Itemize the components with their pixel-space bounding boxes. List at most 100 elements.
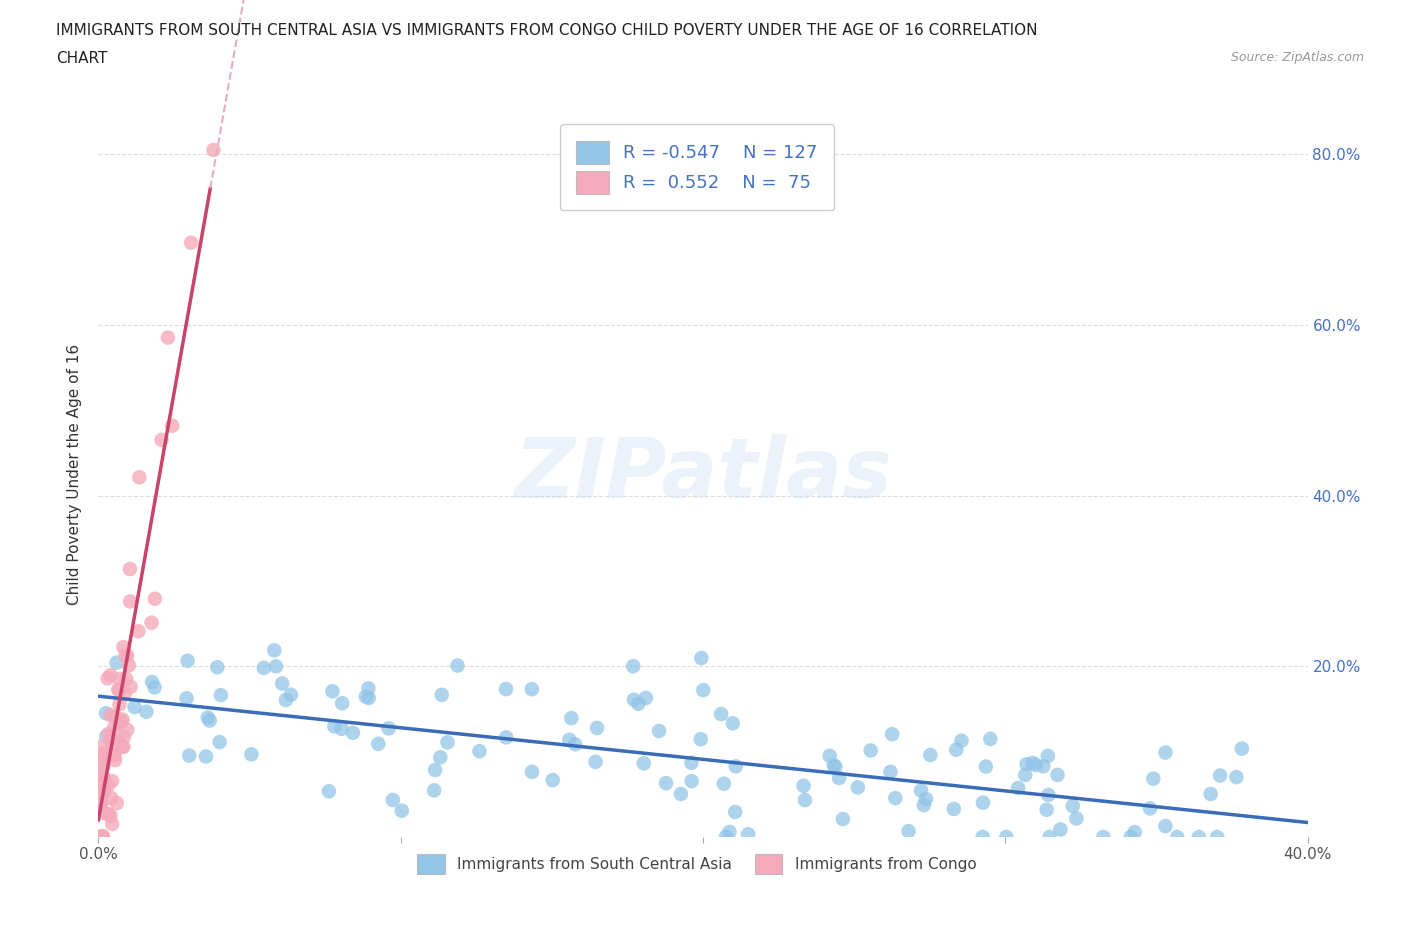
Point: [93, 805, 115, 820]
Point: [93, 786, 115, 801]
Point: [105, 656, 128, 671]
Point: [724, 759, 747, 774]
Point: [280, 687, 302, 702]
Point: [621, 658, 644, 673]
Point: [669, 787, 692, 802]
Point: [1021, 755, 1043, 770]
Point: [90, 796, 112, 811]
Point: [942, 802, 965, 817]
Point: [330, 722, 353, 737]
Point: [945, 742, 967, 757]
Point: [824, 759, 846, 774]
Point: [176, 653, 198, 668]
Point: [995, 830, 1018, 844]
Point: [724, 804, 747, 819]
Point: [381, 792, 404, 807]
Point: [377, 721, 399, 736]
Point: [274, 693, 297, 708]
Point: [1025, 758, 1047, 773]
Point: [97, 807, 120, 822]
Point: [912, 798, 935, 813]
Point: [586, 721, 609, 736]
Point: [93, 759, 115, 774]
Point: [915, 791, 938, 806]
Point: [367, 737, 389, 751]
Point: [118, 562, 141, 577]
Point: [141, 674, 163, 689]
Point: [118, 658, 141, 672]
Point: [100, 790, 122, 805]
Point: [1038, 788, 1060, 803]
Point: [1199, 787, 1222, 802]
Point: [90, 795, 112, 810]
Point: [90, 764, 112, 778]
Point: [634, 690, 657, 705]
Point: [541, 773, 564, 788]
Point: [1230, 741, 1253, 756]
Point: [97, 778, 120, 793]
Point: [828, 770, 851, 785]
Point: [391, 804, 413, 818]
Point: [90, 764, 112, 778]
Point: [321, 684, 343, 698]
Point: [112, 730, 135, 745]
Point: [97, 671, 120, 685]
Point: [89, 775, 111, 790]
Point: [897, 824, 920, 839]
Point: [1032, 759, 1054, 774]
Point: [128, 470, 150, 485]
Point: [1119, 830, 1142, 844]
Point: [91, 746, 114, 761]
Point: [560, 711, 582, 725]
Point: [430, 687, 453, 702]
Point: [108, 734, 131, 749]
Point: [103, 720, 125, 735]
Point: [690, 651, 713, 666]
Point: [859, 743, 882, 758]
Point: [104, 752, 127, 767]
Point: [194, 749, 217, 764]
Text: CHART: CHART: [56, 51, 108, 66]
Point: [202, 142, 225, 157]
Point: [240, 747, 263, 762]
Point: [1206, 830, 1229, 844]
Point: [208, 735, 231, 750]
Point: [681, 755, 703, 770]
Point: [1188, 830, 1211, 844]
Point: [721, 716, 744, 731]
Text: Source: ZipAtlas.com: Source: ZipAtlas.com: [1230, 51, 1364, 64]
Y-axis label: Child Poverty Under the Age of 16: Child Poverty Under the Age of 16: [67, 344, 83, 604]
Point: [974, 759, 997, 774]
Point: [104, 710, 127, 724]
Point: [793, 778, 815, 793]
Point: [689, 732, 711, 747]
Point: [495, 730, 517, 745]
Point: [710, 707, 733, 722]
Point: [111, 713, 134, 728]
Point: [1036, 749, 1059, 764]
Point: [89, 830, 111, 844]
Point: [94, 750, 117, 764]
Point: [1154, 745, 1177, 760]
Point: [1092, 830, 1115, 844]
Point: [692, 683, 714, 698]
Point: [823, 758, 845, 773]
Point: [330, 696, 353, 711]
Point: [264, 658, 287, 673]
Point: [98, 745, 121, 760]
Point: [318, 784, 340, 799]
Point: [1139, 801, 1161, 816]
Point: [253, 660, 276, 675]
Point: [1123, 825, 1146, 840]
Point: [100, 732, 122, 747]
Point: [120, 680, 142, 695]
Point: [115, 648, 138, 663]
Point: [160, 418, 183, 433]
Point: [94, 706, 117, 721]
Point: [879, 764, 901, 779]
Point: [423, 763, 446, 777]
Point: [112, 640, 135, 655]
Point: [150, 432, 173, 447]
Point: [141, 616, 163, 631]
Point: [1209, 768, 1232, 783]
